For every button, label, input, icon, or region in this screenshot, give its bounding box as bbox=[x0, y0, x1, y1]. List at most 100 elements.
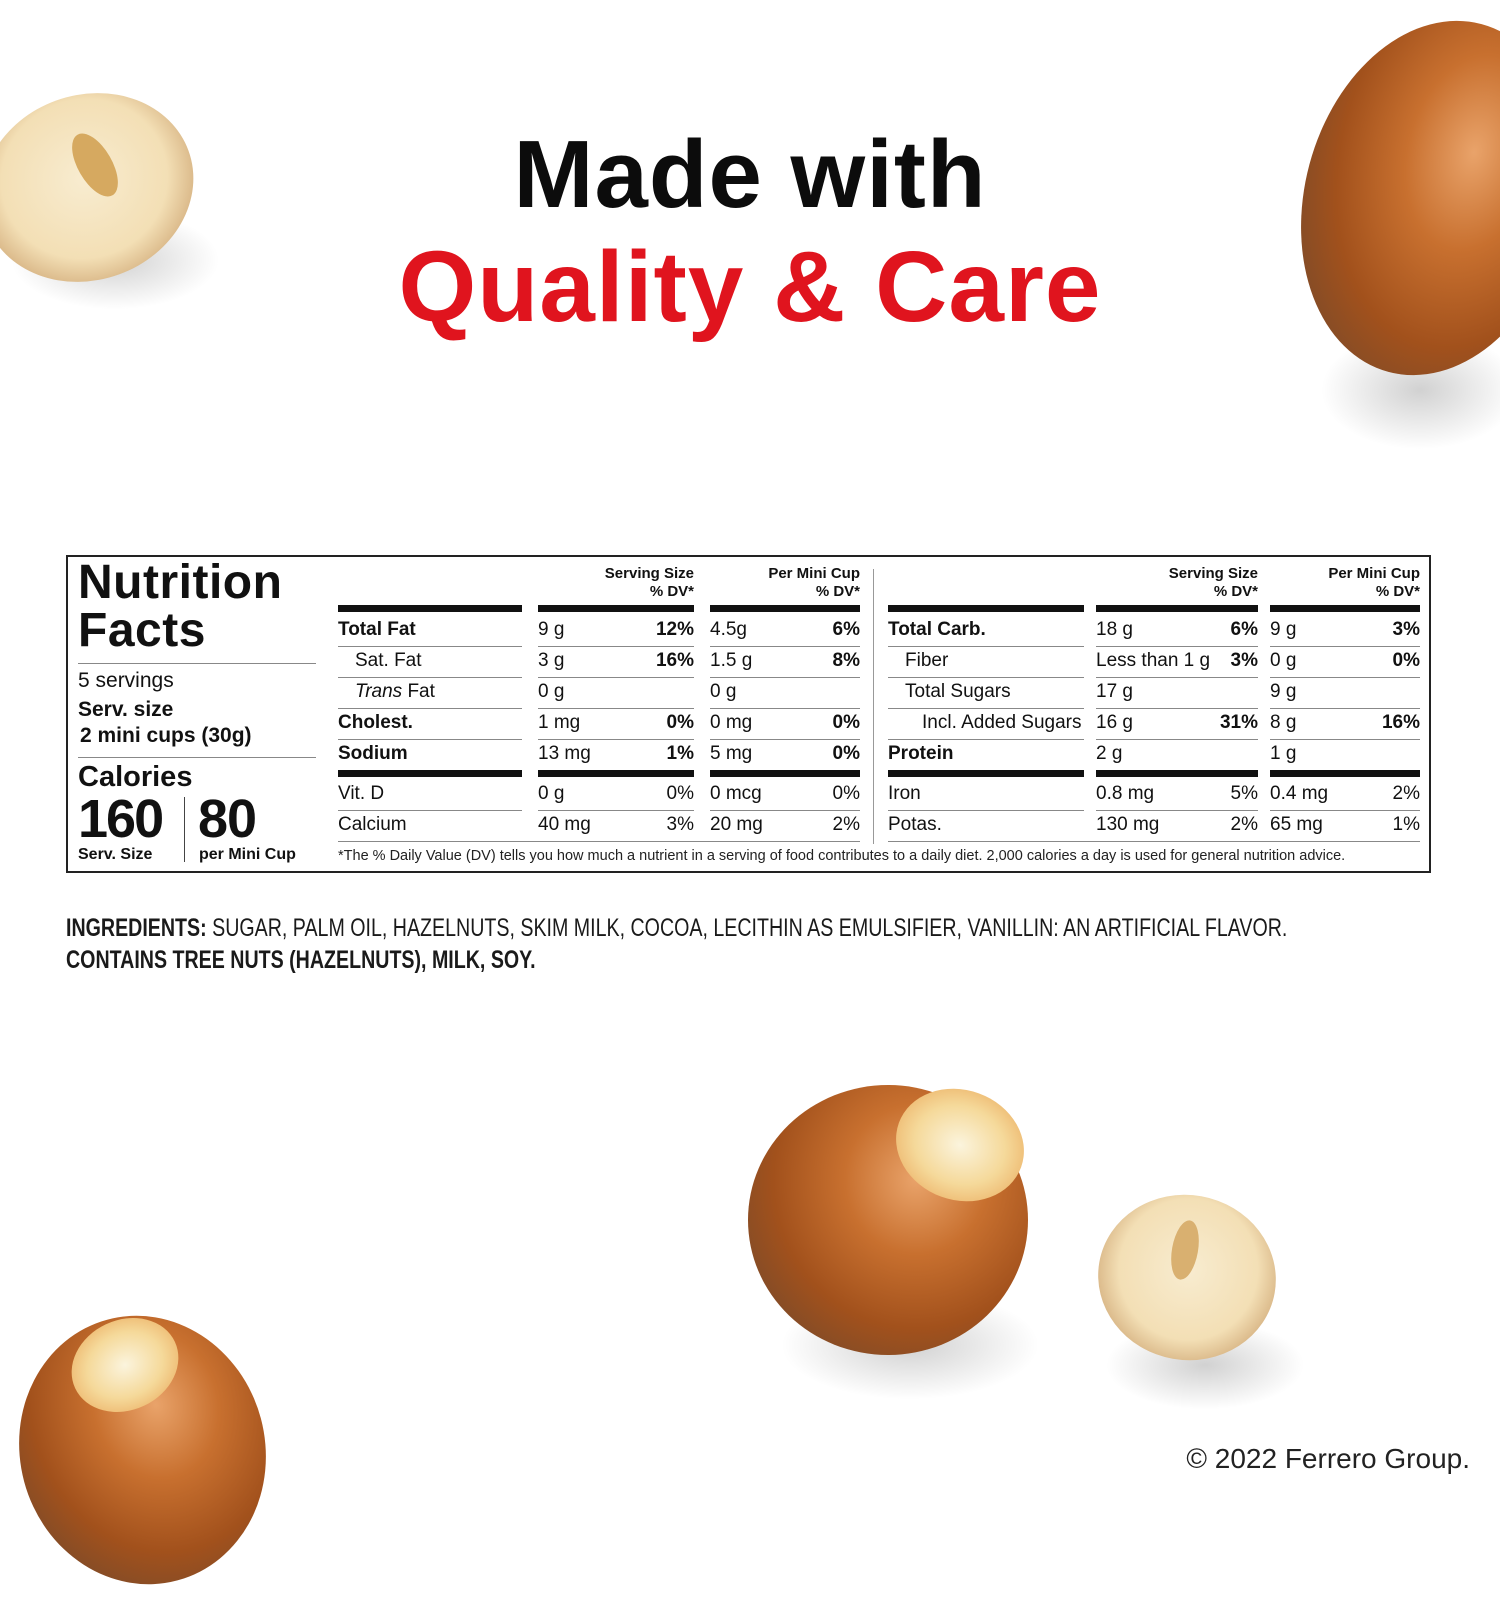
thick-rule bbox=[888, 605, 1084, 612]
ingredients-text: SUGAR, PALM OIL, HAZELNUTS, SKIM MILK, C… bbox=[206, 914, 1288, 942]
cup-amount: 0 g bbox=[710, 681, 737, 702]
headline-line-1: Made with bbox=[513, 121, 987, 228]
serving-amount: 40 mg bbox=[538, 814, 591, 835]
calories-cup-label: per Mini Cup bbox=[199, 846, 296, 863]
ingredients-label: INGREDIENTS: bbox=[66, 914, 207, 942]
serving-amount: 1 mg bbox=[538, 712, 581, 733]
row-rule bbox=[1096, 677, 1258, 678]
serving-dv: 6% bbox=[1230, 619, 1258, 640]
nutrient-label: Sodium bbox=[338, 743, 408, 764]
nutrient-label: Fiber bbox=[905, 650, 949, 671]
thick-rule bbox=[710, 770, 860, 777]
row-rule bbox=[538, 739, 694, 740]
header-line: Per Mini Cup bbox=[768, 565, 860, 582]
nutrient-label: Calcium bbox=[338, 814, 407, 835]
serving-size-label: Serv. size bbox=[78, 698, 174, 721]
cup-dv: 2% bbox=[1392, 783, 1420, 804]
thick-rule bbox=[338, 770, 522, 777]
nutrient-label: Protein bbox=[888, 743, 954, 764]
cup-amount: 65 mg bbox=[1270, 814, 1323, 835]
nutrient-label-text: Fat bbox=[402, 681, 435, 702]
row-rule bbox=[538, 810, 694, 811]
row-rule bbox=[888, 810, 1084, 811]
nutrient-label: Incl. Added Sugars bbox=[922, 712, 1082, 733]
row-rule bbox=[888, 677, 1084, 678]
cup-amount: 8 g bbox=[1270, 712, 1297, 733]
cup-amount: 0 g bbox=[1270, 650, 1297, 671]
ingredients: INGREDIENTS: SUGAR, PALM OIL, HAZELNUTS,… bbox=[66, 912, 1287, 976]
cup-amount: 1.5 g bbox=[710, 650, 753, 671]
serving-amount: 3 g bbox=[538, 650, 565, 671]
nutrient-label: Potas. bbox=[888, 814, 942, 835]
cup-dv: 3% bbox=[1392, 619, 1420, 640]
row-rule bbox=[710, 739, 860, 740]
cup-dv: 0% bbox=[1392, 650, 1420, 671]
cup-amount: 0 mg bbox=[710, 712, 753, 733]
copyright: © 2022 Ferrero Group. bbox=[1186, 1443, 1470, 1474]
cup-dv: 16% bbox=[1381, 712, 1420, 733]
thick-rule bbox=[710, 605, 860, 612]
row-rule bbox=[338, 646, 522, 647]
thick-rule bbox=[1270, 605, 1420, 612]
row-rule bbox=[710, 677, 860, 678]
cup-amount: 1 g bbox=[1270, 743, 1297, 764]
serving-amount: 16 g bbox=[1096, 712, 1133, 733]
row-rule bbox=[538, 646, 694, 647]
serving-amount: 2 g bbox=[1096, 743, 1123, 764]
nutrient-label: Total Sugars bbox=[905, 681, 1011, 702]
nutrient-label: Total Carb. bbox=[888, 619, 986, 640]
cup-dv: 2% bbox=[832, 814, 860, 835]
serving-amount: 130 mg bbox=[1096, 814, 1160, 835]
serving-amount: 0 g bbox=[538, 783, 565, 804]
cup-amount: 4.5g bbox=[710, 619, 747, 640]
row-rule bbox=[710, 708, 860, 709]
column-header-cup: Per Mini Cup% DV* bbox=[710, 565, 860, 601]
row-rule bbox=[1270, 677, 1420, 678]
serving-dv: 0% bbox=[666, 783, 694, 804]
thick-rule bbox=[338, 605, 522, 612]
nutrient-label: Sat. Fat bbox=[355, 650, 422, 671]
thick-rule bbox=[1270, 770, 1420, 777]
nutrient-label: Total Fat bbox=[338, 619, 416, 640]
serving-dv: 31% bbox=[1219, 712, 1258, 733]
serving-dv: 3% bbox=[1230, 650, 1258, 671]
column-header-cup: Per Mini Cup% DV* bbox=[1270, 565, 1420, 601]
thick-rule bbox=[1096, 770, 1258, 777]
divider bbox=[78, 663, 316, 664]
row-rule bbox=[1270, 739, 1420, 740]
row-rule bbox=[1096, 739, 1258, 740]
row-rule bbox=[888, 708, 1084, 709]
calories-serving: 160 bbox=[78, 789, 164, 849]
nutrient-label: Cholest. bbox=[338, 712, 413, 733]
nutrition-facts-panel: Nutrition Facts 5 servings Serv. size 2 … bbox=[66, 555, 1431, 873]
serving-dv: 1% bbox=[666, 743, 694, 764]
row-rule bbox=[538, 708, 694, 709]
allergen-statement: CONTAINS TREE NUTS (HAZELNUTS), MILK, SO… bbox=[66, 946, 536, 974]
cup-amount: 9 g bbox=[1270, 619, 1297, 640]
row-rule bbox=[1096, 646, 1258, 647]
serving-amount: 0 g bbox=[538, 681, 565, 702]
thick-rule bbox=[1096, 605, 1258, 612]
cup-amount: 0.4 mg bbox=[1270, 783, 1329, 804]
title-line-2: Facts bbox=[78, 604, 206, 657]
row-rule bbox=[1096, 708, 1258, 709]
serving-amount: 18 g bbox=[1096, 619, 1133, 640]
cup-dv: 6% bbox=[832, 619, 860, 640]
row-rule bbox=[710, 810, 860, 811]
cup-amount: 9 g bbox=[1270, 681, 1297, 702]
divider bbox=[184, 797, 185, 862]
calories-serving-label: Serv. Size bbox=[78, 846, 153, 863]
serving-amount: 17 g bbox=[1096, 681, 1133, 702]
serving-dv: 16% bbox=[655, 650, 694, 671]
divider bbox=[78, 757, 316, 758]
thick-rule bbox=[538, 770, 694, 777]
row-rule bbox=[888, 841, 1420, 842]
cup-dv: 1% bbox=[1392, 814, 1420, 835]
table-divider bbox=[873, 569, 874, 844]
cup-dv: 0% bbox=[832, 743, 860, 764]
serving-amount: 0.8 mg bbox=[1096, 783, 1155, 804]
row-rule bbox=[1270, 708, 1420, 709]
thick-rule bbox=[538, 605, 694, 612]
calories-label: Calories bbox=[78, 761, 193, 793]
nutrient-label: Iron bbox=[888, 783, 921, 804]
